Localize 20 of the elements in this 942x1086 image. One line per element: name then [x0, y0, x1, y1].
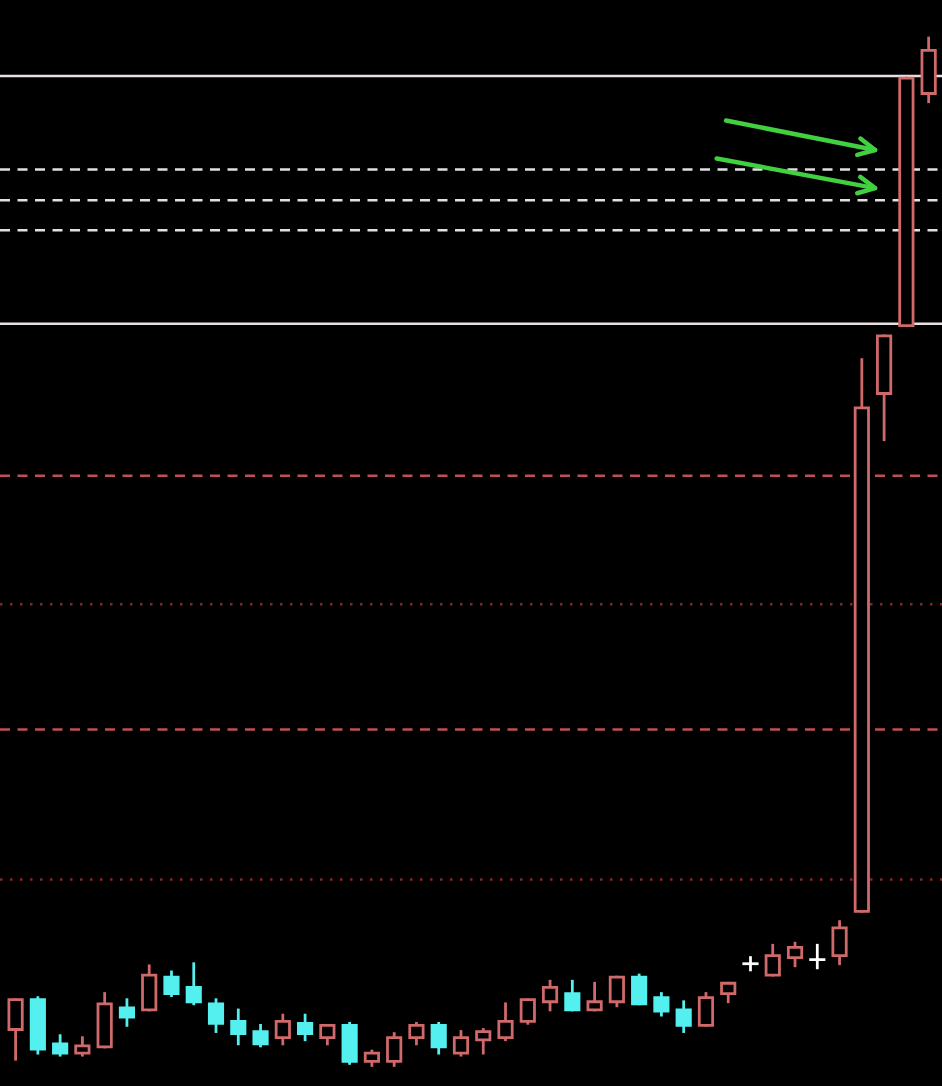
- candlestick: [386, 1032, 403, 1067]
- candlestick: [29, 996, 46, 1055]
- candlestick: [52, 1034, 69, 1057]
- candlestick: [185, 962, 202, 1006]
- candlestick: [475, 1028, 492, 1055]
- candlestick: [742, 956, 759, 972]
- candlestick: [653, 992, 670, 1017]
- candlestick: [675, 1000, 692, 1033]
- candlestick: [831, 920, 848, 966]
- candlestick: [274, 1013, 291, 1046]
- candlestick: [497, 1002, 514, 1042]
- candlestick: [809, 943, 826, 970]
- candlestick: [163, 970, 180, 997]
- candlestick: [252, 1023, 269, 1048]
- candlestick: [230, 1008, 247, 1046]
- candlestick: [341, 1021, 358, 1065]
- candlestick: [920, 36, 937, 104]
- candlestick: [408, 1021, 425, 1046]
- candlestick: [74, 1036, 91, 1057]
- candlestick: [430, 1021, 447, 1055]
